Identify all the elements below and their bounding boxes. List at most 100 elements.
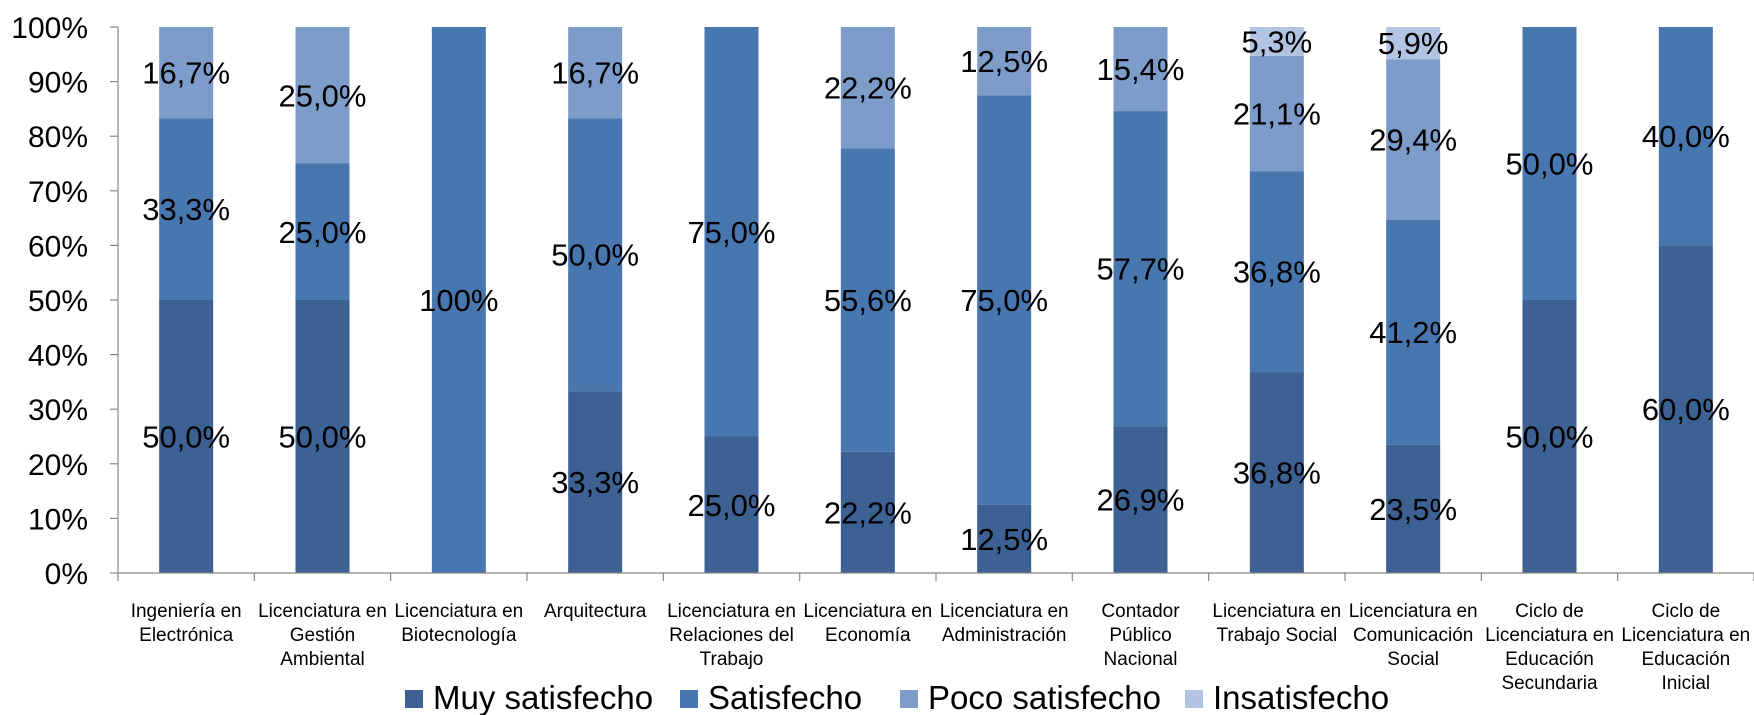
x-category-label: Contador Público Nacional <box>1101 601 1180 670</box>
data-labels-group: 50,0% 33,3% 16,7% 50,0% 25,0% 25,0% 100% 33,3% 5… <box>142 24 1730 556</box>
data-label: 75,0% <box>688 215 776 250</box>
bar-segment <box>159 300 214 573</box>
data-label: 5,3% <box>1241 24 1312 59</box>
x-category-label: Ciclo de Licenciatura en Educación Secundar… <box>1485 601 1614 694</box>
data-label: 36,8% <box>1233 456 1321 491</box>
bar-segment <box>840 451 895 573</box>
data-label: 5,9% <box>1378 26 1449 61</box>
data-label: 100% <box>419 283 498 318</box>
bar-segment <box>1522 300 1577 573</box>
data-label: 33,3% <box>551 465 639 500</box>
y-tick-label: 70% <box>28 176 88 209</box>
bar-segment <box>568 391 623 573</box>
data-label: 12,5% <box>960 44 1048 79</box>
y-tick-label: 40% <box>28 340 88 373</box>
bar-segment <box>1249 171 1304 373</box>
legend-swatch <box>680 690 698 708</box>
data-label: 36,8% <box>1233 255 1321 290</box>
y-tick-label: 20% <box>28 449 88 482</box>
y-axis: 0% 10% 20% 30% 40% 50% 60% 70% 80% 90% 100% <box>11 12 119 591</box>
bar-segment <box>159 118 214 300</box>
data-label: 50,0% <box>551 238 639 273</box>
bar-segment <box>840 27 895 149</box>
data-label: 22,2% <box>824 495 912 530</box>
x-category-label: Licenciatura en Comunicación Social <box>1349 601 1478 670</box>
bar-segment <box>295 163 350 300</box>
bar-segment <box>977 504 1032 573</box>
data-label: 15,4% <box>1097 52 1185 87</box>
data-label: 21,1% <box>1233 97 1321 132</box>
bar-segment <box>1386 27 1441 60</box>
x-category-label: Ingeniería en Electrónica <box>131 601 242 646</box>
bar-segment <box>1249 55 1304 172</box>
data-label: 25,0% <box>688 488 776 523</box>
x-category-label: Licenciatura en Administración <box>940 601 1069 646</box>
x-category-label: Licenciatura en Relaciones del Trabajo <box>667 601 796 670</box>
y-tick-label: 30% <box>28 394 88 427</box>
data-label: 16,7% <box>142 56 230 91</box>
legend-swatch <box>900 690 918 708</box>
bar-segment <box>1113 426 1168 573</box>
data-label: 25,0% <box>279 215 367 250</box>
y-tick-label: 60% <box>28 230 88 263</box>
data-label: 75,0% <box>960 283 1048 318</box>
legend-swatch <box>1185 690 1203 708</box>
bar-segment <box>977 27 1032 96</box>
bar-segment <box>568 27 623 119</box>
bar-segment <box>977 95 1032 505</box>
data-label: 50,0% <box>279 420 367 455</box>
data-label: 12,5% <box>960 522 1048 557</box>
data-label: 40,0% <box>1642 119 1730 154</box>
bar-segment <box>1249 27 1304 56</box>
bar-segment <box>1386 59 1441 220</box>
bar-segment <box>840 148 895 452</box>
bar-segment <box>704 27 759 437</box>
bar-segment <box>1249 372 1304 573</box>
data-label: 29,4% <box>1369 122 1457 157</box>
data-label: 25,0% <box>279 78 367 113</box>
data-label: 41,2% <box>1369 315 1457 350</box>
data-label: 23,5% <box>1369 492 1457 527</box>
y-tick-label: 100% <box>11 12 88 45</box>
y-tick-label: 10% <box>28 503 88 536</box>
data-label: 50,0% <box>142 420 230 455</box>
bars-group <box>159 27 1713 573</box>
legend-label: Muy satisfecho <box>433 679 653 715</box>
data-label: 33,3% <box>142 192 230 227</box>
y-tick-label: 50% <box>28 285 88 318</box>
data-label: 16,7% <box>551 56 639 91</box>
bar-segment <box>1386 444 1441 573</box>
data-label: 55,6% <box>824 283 912 318</box>
x-category-label: Arquitectura <box>544 601 647 622</box>
bar-segment <box>1658 245 1713 573</box>
bar-segment <box>431 27 486 573</box>
data-label: 50,0% <box>1506 420 1594 455</box>
bar-segment <box>1522 27 1577 300</box>
legend-label: Insatisfecho <box>1213 679 1389 715</box>
data-label: 57,7% <box>1097 252 1185 287</box>
legend-swatch <box>405 690 423 708</box>
legend-label: Satisfecho <box>708 679 862 715</box>
legend: Muy satisfecho Satisfecho Poco satisfecho I… <box>405 679 1389 715</box>
bar-segment <box>1113 27 1168 112</box>
data-label: 22,2% <box>824 71 912 106</box>
data-label: 26,9% <box>1097 483 1185 518</box>
y-tick-label: 90% <box>28 67 88 100</box>
x-category-label: Licenciatura en Gestión Ambiental <box>258 601 387 670</box>
bar-segment <box>568 118 623 392</box>
legend-label: Poco satisfecho <box>928 679 1161 715</box>
x-category-label: Licenciatura en Trabajo Social <box>1212 601 1341 646</box>
bar-segment <box>1386 219 1441 445</box>
bar-segment <box>1658 27 1713 246</box>
y-tick-label: 80% <box>28 121 88 154</box>
bar-segment <box>704 436 759 573</box>
bar-segment <box>1113 111 1168 427</box>
data-label: 60,0% <box>1642 392 1730 427</box>
bar-segment <box>295 300 350 573</box>
x-axis: Ingeniería en Electrónica Licenciatura en G… <box>117 572 1754 694</box>
bar-segment <box>159 27 214 119</box>
x-category-label: Licenciatura en Biotecnología <box>394 601 523 646</box>
data-label: 50,0% <box>1506 147 1594 182</box>
bar-segment <box>295 27 350 164</box>
